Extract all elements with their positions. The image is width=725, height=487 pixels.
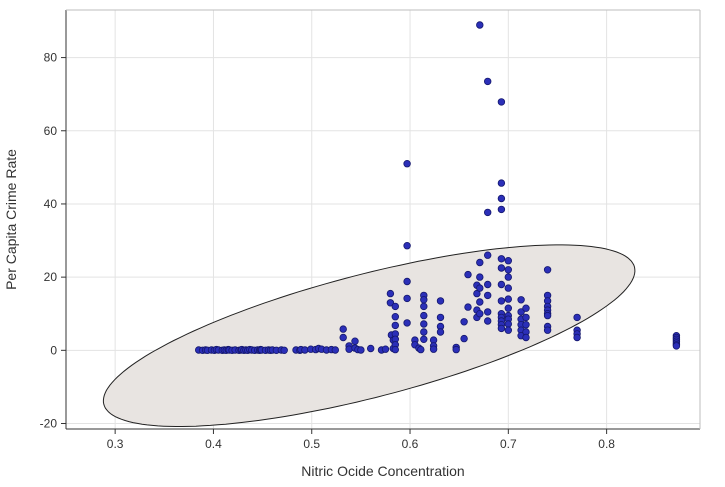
data-point [460, 334, 468, 343]
data-point [476, 298, 484, 306]
data-point [543, 266, 552, 274]
data-point [386, 299, 395, 307]
x-tick-label: 0.8 [598, 437, 615, 451]
y-tick-label: -20 [40, 417, 58, 431]
data-point [522, 304, 530, 312]
data-point [464, 270, 472, 279]
data-point [476, 273, 484, 281]
axes [65, 9, 701, 430]
data-point [497, 264, 506, 272]
data-point [522, 321, 530, 329]
data-point [460, 318, 468, 326]
data-point [280, 346, 288, 354]
data-point [403, 159, 411, 168]
data-point [672, 342, 681, 350]
data-point [476, 310, 484, 318]
tick-labels: 0.3 0.4 0.5 0.6 0.7 0.8 -20 0 20 40 60 80 [40, 51, 616, 451]
data-point [497, 98, 506, 106]
data-point [436, 297, 445, 305]
y-tick-label: 40 [44, 197, 58, 211]
data-point [484, 251, 492, 259]
data-point [436, 313, 445, 322]
data-point [497, 297, 506, 305]
data-point [420, 320, 428, 328]
data-point [386, 289, 395, 298]
data-point [517, 296, 525, 304]
y-axis-title: Per Capita Crime Rate [3, 149, 19, 290]
data-point [403, 319, 411, 327]
data-point [345, 345, 353, 353]
data-point [339, 325, 347, 333]
x-tick-label: 0.7 [500, 437, 517, 451]
data-point [484, 317, 492, 325]
data-point [403, 277, 411, 286]
data-point [497, 179, 506, 187]
y-tick-label: 80 [44, 51, 58, 65]
data-point [504, 320, 512, 328]
data-point [357, 346, 365, 354]
data-point [420, 311, 428, 320]
y-tick-label: 0 [50, 343, 57, 357]
data-point [504, 266, 512, 274]
data-point [504, 273, 512, 281]
data-point [484, 291, 492, 300]
data-point [504, 284, 512, 292]
data-point [484, 280, 492, 289]
data-point [573, 333, 581, 342]
data-point [573, 313, 581, 322]
data-point [497, 205, 506, 214]
data-point [484, 208, 492, 217]
data-point [543, 326, 552, 334]
data-point [497, 280, 506, 289]
x-tick-label: 0.4 [205, 437, 222, 451]
data-point [367, 344, 375, 353]
data-point [464, 303, 472, 311]
x-tick-label: 0.5 [303, 437, 320, 451]
data-point [420, 328, 428, 336]
data-point [517, 308, 525, 316]
data-point [429, 345, 438, 353]
data-point [476, 21, 484, 29]
data-points [194, 21, 681, 354]
data-point [420, 296, 428, 304]
data-point [351, 337, 359, 345]
data-point [543, 311, 552, 320]
data-point [391, 313, 399, 321]
ellipse-shape [102, 244, 636, 427]
data-point [504, 326, 512, 334]
data-point [504, 257, 512, 265]
data-point [391, 321, 399, 330]
data-point [391, 302, 399, 311]
y-tick-label: 20 [44, 270, 58, 284]
data-point [522, 313, 530, 322]
data-point [436, 328, 445, 336]
data-point [497, 255, 506, 263]
data-point [417, 345, 425, 354]
data-point [497, 194, 506, 203]
y-tick-label: 60 [44, 124, 58, 138]
data-point [331, 346, 339, 354]
data-point [381, 345, 390, 353]
data-point [403, 294, 411, 303]
confidence-ellipse [102, 244, 636, 427]
data-point [504, 295, 512, 303]
data-point [504, 304, 512, 312]
data-point [403, 241, 411, 250]
data-point [420, 302, 428, 311]
x-tick-label: 0.3 [107, 437, 124, 451]
data-point [484, 308, 492, 316]
data-point [452, 345, 460, 354]
data-point [522, 333, 530, 342]
data-point [339, 333, 347, 342]
data-point [484, 77, 492, 86]
data-point [497, 324, 506, 333]
data-point [476, 284, 484, 292]
data-point [391, 345, 399, 354]
x-tick-label: 0.6 [402, 437, 419, 451]
data-point [420, 335, 428, 343]
x-axis-title: Nitric Ocide Concentration [301, 463, 464, 479]
data-point [476, 258, 484, 267]
